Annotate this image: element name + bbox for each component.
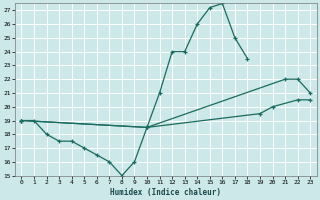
X-axis label: Humidex (Indice chaleur): Humidex (Indice chaleur) [110,188,221,197]
